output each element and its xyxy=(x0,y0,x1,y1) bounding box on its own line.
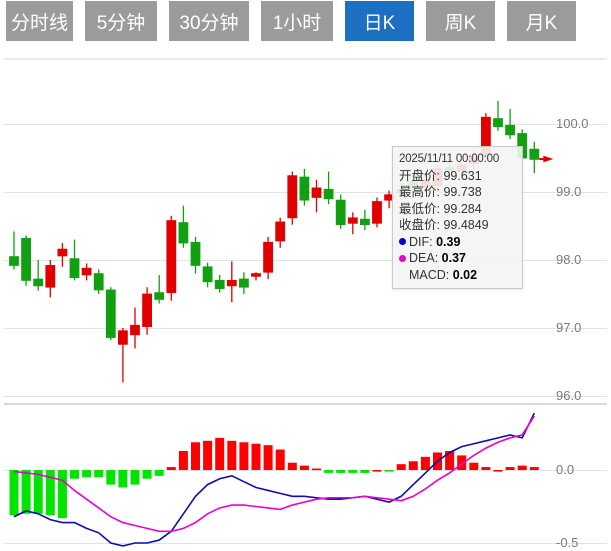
macd-axis-tick-label: -0.5 xyxy=(556,535,579,550)
tab-period-0[interactable]: 分时线 xyxy=(6,1,73,41)
price-axis-tick-label: 98.0 xyxy=(556,252,582,267)
indicator-value: 0.39 xyxy=(436,234,461,249)
indicator-value: 0.02 xyxy=(452,267,478,282)
tab-label: 周K xyxy=(444,12,477,34)
tooltip-indicator-row: MACD: 0.02 xyxy=(399,267,516,284)
tooltip-indicator-rows: DIF: 0.39 DEA: 0.37 MACD: 0.02 xyxy=(399,234,516,284)
tab-label: 5分钟 xyxy=(96,12,146,34)
price-axis-tick-label: 99.0 xyxy=(556,184,582,199)
tab-label: 1小时 xyxy=(272,12,322,34)
dea-line xyxy=(13,415,535,533)
tooltip-row-value: 99.738 xyxy=(443,185,482,199)
period-tab-bar: 分时线 5分钟 30分钟 1小时 日K 周K 月K xyxy=(0,0,611,42)
tooltip-date: 2025/11/11 00:00:00 xyxy=(399,153,500,165)
tooltip-row: 收盘价: 99.4849 xyxy=(399,217,516,234)
tooltip-row: 最高价: 99.738 xyxy=(399,184,516,201)
last-price-marker xyxy=(539,155,554,163)
tab-period-3[interactable]: 1小时 xyxy=(261,1,333,41)
tab-active-period-4[interactable]: 日K xyxy=(345,1,414,41)
tooltip-row-label: 开盘价: xyxy=(399,168,444,183)
macd-histogram xyxy=(9,437,539,519)
tooltip-row-value: 99.631 xyxy=(443,168,482,183)
price-axis-tick-label: 97.0 xyxy=(556,320,582,335)
tooltip-row-label: 最高价: xyxy=(399,185,444,199)
indicator-value: 0.37 xyxy=(441,251,466,265)
tab-label: 月K xyxy=(525,12,558,34)
tooltip-row: 开盘价: 99.631 xyxy=(399,168,516,185)
tooltip-ohlc-rows: 开盘价: 99.631 最高价: 99.738 最低价: 99.284 收盘价: 99… xyxy=(399,168,516,234)
tab-label: 日K xyxy=(363,12,396,34)
dea-legend-dot-icon xyxy=(399,254,406,262)
tooltip-row-label: 最低价: xyxy=(399,201,444,216)
indicator-label: DEA: xyxy=(409,251,442,265)
tab-period-2[interactable]: 30分钟 xyxy=(169,1,249,41)
tab-period-1[interactable]: 5分钟 xyxy=(85,1,157,41)
tooltip-row-value: 99.4849 xyxy=(443,218,489,232)
dif-line xyxy=(13,412,536,547)
tooltip-indicator-row: DEA: 0.37 xyxy=(399,250,516,267)
tab-label: 分时线 xyxy=(10,12,68,34)
tooltip-row-label: 收盘价: xyxy=(399,218,444,232)
ohlc-tooltip: 2025/11/11 00:00:00 开盘价: 99.631 最高价: 99.7… xyxy=(392,146,523,289)
pane-divider xyxy=(4,403,607,405)
tooltip-indicator-row: DIF: 0.39 xyxy=(399,234,516,251)
tab-label: 30分钟 xyxy=(179,12,239,34)
dif-legend-dot-icon xyxy=(399,238,406,246)
tab-period-6[interactable]: 月K xyxy=(507,1,576,41)
tab-period-5[interactable]: 周K xyxy=(426,1,495,41)
macd-gridlines xyxy=(4,470,607,544)
tooltip-row-value: 99.284 xyxy=(443,201,482,216)
price-axis-tick-label: 96.0 xyxy=(556,388,582,403)
tooltip-row: 最低价: 99.284 xyxy=(399,201,516,218)
indicator-label: MACD: xyxy=(409,267,453,282)
macd-axis-tick-label: 0.0 xyxy=(556,462,575,477)
price-axis-tick-label: 100.0 xyxy=(556,116,589,131)
indicator-label: DIF: xyxy=(409,234,437,249)
macd-pane xyxy=(4,412,607,547)
